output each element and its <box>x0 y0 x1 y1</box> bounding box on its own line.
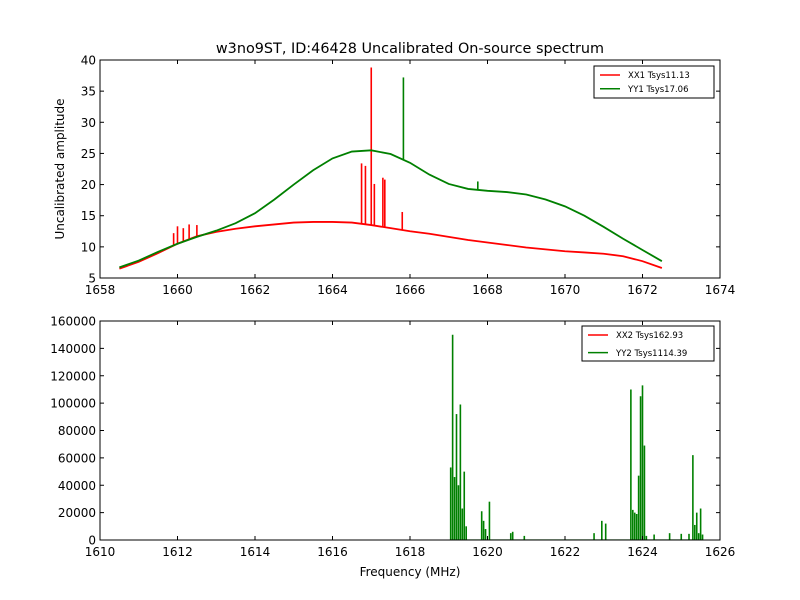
x-tick-label: 1616 <box>317 545 348 559</box>
y-tick-label: 35 <box>81 85 96 99</box>
x-tick-label: 1664 <box>317 283 348 297</box>
y-tick-label: 20000 <box>58 506 96 520</box>
x-tick-label: 1626 <box>705 545 736 559</box>
y-tick-label: 5 <box>88 272 96 286</box>
x-tick-label: 1660 <box>162 283 193 297</box>
y-tick-label: 40000 <box>58 479 96 493</box>
bottom-plot: 1610 1612 1614 1616 1618 1620 1622 1624 1626 0 200… <box>50 315 735 560</box>
y-tick-label: 30 <box>81 116 96 130</box>
x-tick-label: 1672 <box>627 283 658 297</box>
y-tick-label: 60000 <box>58 451 96 465</box>
legend-label-1: YY2 Tsys1114.39 <box>615 349 687 359</box>
top-plot: 1658 1660 1662 1664 1666 1668 1670 1672 1674 5 10 1… <box>81 54 736 298</box>
bottom-xlabel: Frequency (MHz) <box>360 565 461 579</box>
series-line-1 <box>119 149 663 269</box>
y-tick-label: 40 <box>81 54 96 68</box>
y-tick-label: 160000 <box>50 315 96 329</box>
legend: XX2 Tsys162.93 YY2 Tsys1114.39 <box>581 325 715 362</box>
series-line-0 <box>119 221 663 270</box>
x-tick-label: 1622 <box>550 545 581 559</box>
top-ylabel: Uncalibrated amplitude <box>53 98 67 239</box>
x-tick-label: 1610 <box>85 545 116 559</box>
y-tick-label: 25 <box>81 147 96 161</box>
y-tick-label: 15 <box>81 209 96 223</box>
x-tick-label: 1658 <box>85 283 116 297</box>
legend-label-0: XX2 Tsys162.93 <box>616 331 683 341</box>
y-tick-label: 0 <box>88 534 96 548</box>
x-tick-label: 1624 <box>627 545 658 559</box>
legend-box <box>593 65 715 99</box>
legend-label-0: XX1 Tsys11.13 <box>628 71 690 81</box>
y-tick-label: 20 <box>81 178 96 192</box>
y-tick-label: 120000 <box>50 369 96 383</box>
plot-area <box>449 334 704 540</box>
x-tick-label: 1674 <box>705 283 736 297</box>
x-tick-label: 1614 <box>240 545 271 559</box>
x-tick-label: 1618 <box>395 545 426 559</box>
legend: XX1 Tsys11.13 YY1 Tsys17.06 <box>593 65 715 99</box>
x-tick-label: 1612 <box>162 545 193 559</box>
plot-area <box>119 67 663 270</box>
x-tick-label: 1662 <box>240 283 271 297</box>
x-tick-label: 1666 <box>395 283 426 297</box>
legend-box <box>581 325 715 362</box>
x-tick-label: 1620 <box>472 545 503 559</box>
x-tick-label: 1668 <box>472 283 503 297</box>
y-tick-label: 140000 <box>50 342 96 356</box>
y-tick-label: 80000 <box>58 424 96 438</box>
y-tick-label: 10 <box>81 240 96 254</box>
legend-label-1: YY1 Tsys17.06 <box>627 85 689 95</box>
y-tick-label: 100000 <box>50 397 96 411</box>
chart-title: w3no9ST, ID:46428 Uncalibrated On-source… <box>216 41 604 57</box>
x-tick-label: 1670 <box>550 283 581 297</box>
